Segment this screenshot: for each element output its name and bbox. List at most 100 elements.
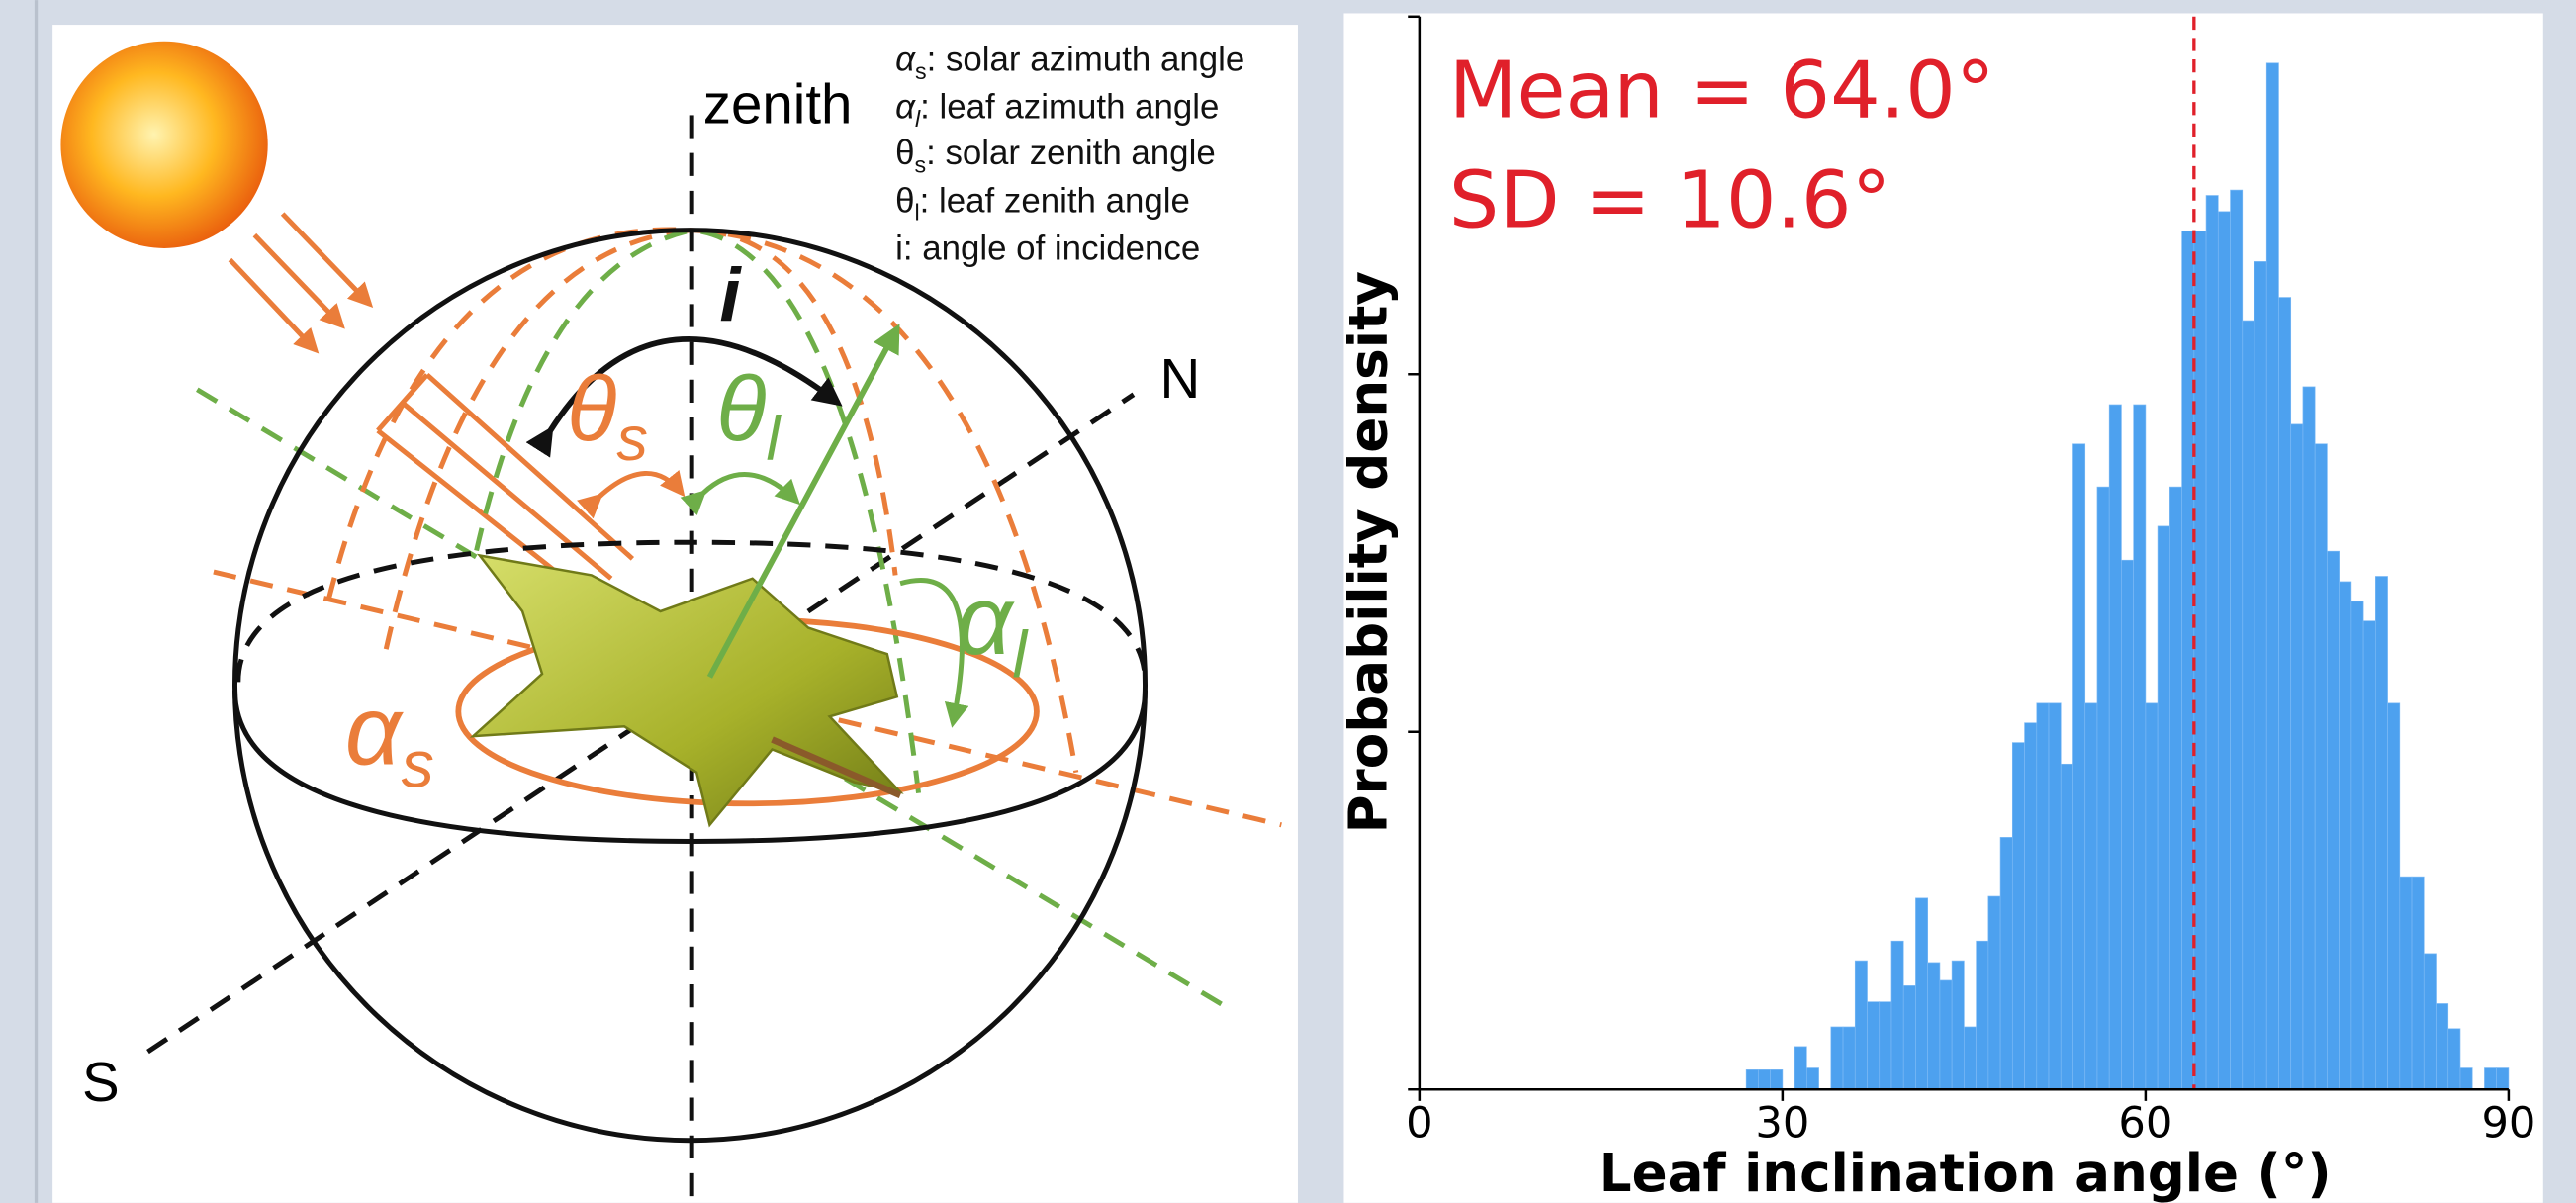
bar: [2484, 1068, 2496, 1090]
bar: [2291, 424, 2303, 1089]
bar: [1964, 1027, 1976, 1089]
bar: [2000, 837, 2012, 1089]
bar: [2351, 602, 2363, 1089]
figure: zenith N S αs: solar azimuth angle αl: l…: [0, 0, 2576, 1203]
bar: [2169, 487, 2181, 1089]
bar: [1758, 1069, 1770, 1089]
bar: [2437, 1003, 2448, 1089]
bar: [2097, 487, 2109, 1089]
legend-entry: θl: leaf zenith angle: [895, 181, 1190, 225]
bar: [1915, 898, 1927, 1089]
bar: [1771, 1069, 1783, 1089]
bar: [1891, 941, 1903, 1089]
legend-entry: i: angle of incidence: [895, 230, 1200, 268]
bar: [1977, 941, 1988, 1089]
south-label: S: [82, 1051, 120, 1113]
angle-subscript: s: [616, 405, 648, 474]
angle-subscript: l: [1012, 618, 1029, 692]
bar: [2206, 196, 2218, 1090]
bar: [2497, 1068, 2509, 1090]
bar: [2061, 764, 2072, 1089]
bar: [2363, 621, 2375, 1090]
bar: [2340, 582, 2351, 1089]
page: zenith N S αs: solar azimuth angle αl: l…: [0, 0, 2576, 1203]
bar: [2448, 1029, 2460, 1089]
bar: [1940, 980, 1952, 1089]
bar: [1746, 1069, 1758, 1089]
bar: [2388, 703, 2400, 1089]
bar: [1988, 896, 2000, 1089]
bar: [2266, 63, 2278, 1089]
bar: [2194, 231, 2206, 1090]
y-axis-label: Probability density: [1337, 271, 1399, 833]
annotation: SD = 10.6°: [1449, 154, 1891, 246]
bar: [2012, 743, 2024, 1090]
zenith-label: zenith: [703, 73, 853, 136]
bar: [2218, 212, 2230, 1089]
bar: [2315, 444, 2327, 1089]
x-tick-label: 30: [1755, 1098, 1809, 1148]
bar: [2158, 526, 2169, 1089]
bar: [1855, 961, 1867, 1089]
bar: [2049, 703, 2061, 1089]
bar: [2134, 405, 2146, 1089]
bar: [1928, 963, 1940, 1089]
bar: [2400, 877, 2412, 1089]
bar: [2375, 577, 2387, 1090]
legend-symbol: θ: [895, 181, 914, 220]
x-axis-label: Leaf inclination angle (°): [1599, 1143, 2332, 1203]
bar: [2037, 703, 2049, 1089]
x-tick-label: 60: [2118, 1098, 2172, 1148]
legend-symbol: α: [895, 41, 916, 79]
angle-symbol: α: [345, 676, 405, 786]
legend-entry: αs: solar azimuth angle: [895, 41, 1244, 84]
legend-text: : angle of incidence: [903, 230, 1200, 268]
bar: [1952, 961, 1964, 1089]
legend-symbol: α: [895, 88, 916, 127]
bar: [1806, 1068, 1818, 1090]
bar: [2278, 298, 2290, 1090]
bar: [1843, 1027, 1855, 1089]
bar: [2231, 190, 2243, 1089]
angle-subscript: s: [402, 729, 434, 802]
annotation: Mean = 64.0°: [1449, 44, 1995, 136]
bar: [2182, 231, 2194, 1090]
bar: [1794, 1047, 1806, 1089]
bar: [2424, 954, 2436, 1089]
bar: [2412, 877, 2424, 1089]
angle-symbol: θ: [567, 357, 616, 460]
bar: [1880, 1002, 1891, 1090]
bar: [2303, 387, 2315, 1089]
x-tick-label: 90: [2481, 1098, 2535, 1148]
bar: [2254, 261, 2266, 1089]
angle-symbol: θ: [716, 357, 766, 460]
bar: [2327, 551, 2339, 1089]
legend-symbol: θ: [895, 134, 914, 172]
bar: [2025, 723, 2037, 1090]
diagram-panel: zenith N S αs: solar azimuth angle αl: l…: [37, 0, 1298, 1203]
legend-subscript: s: [914, 152, 926, 178]
bar: [2146, 703, 2158, 1089]
angle-symbol: α: [957, 566, 1016, 676]
legend-subscript: s: [915, 58, 927, 84]
legend-entry: αl: leaf azimuth angle: [895, 88, 1219, 132]
x-tick-label: 0: [1406, 1098, 1432, 1148]
bar: [1868, 1002, 1880, 1090]
bar: [2085, 703, 2097, 1089]
legend: αs: solar azimuth angle αl: leaf azimuth…: [895, 41, 1244, 268]
legend-text: : solar zenith angle: [926, 134, 1216, 172]
bar: [2072, 444, 2084, 1089]
angle-subscript: l: [767, 405, 782, 474]
bar: [2460, 1068, 2472, 1090]
legend-symbol: i: [895, 230, 903, 268]
bar: [1831, 1027, 1843, 1089]
sun: [60, 42, 267, 248]
north-label: N: [1159, 347, 1200, 410]
bar: [2109, 405, 2121, 1089]
bar: [1903, 985, 1915, 1089]
legend-text: : leaf azimuth angle: [920, 88, 1219, 127]
bar: [2243, 321, 2254, 1089]
legend-text: : solar azimuth angle: [927, 41, 1245, 79]
bar: [2121, 560, 2133, 1089]
legend-entry: θs: solar zenith angle: [895, 134, 1216, 177]
